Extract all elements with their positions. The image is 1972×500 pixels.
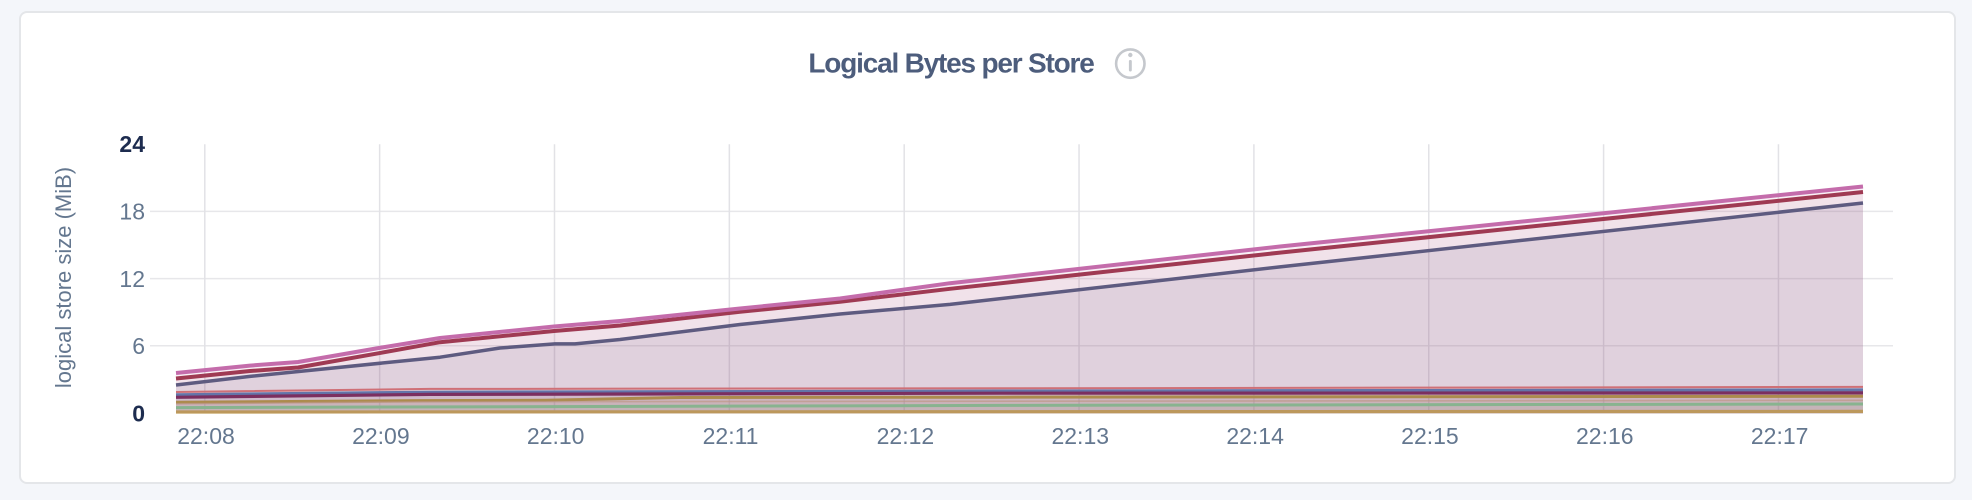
svg-text:6: 6 <box>132 333 145 359</box>
svg-text:22:08: 22:08 <box>177 423 235 449</box>
svg-text:22:13: 22:13 <box>1051 423 1109 449</box>
svg-text:Logical Bytes per Store: Logical Bytes per Store <box>808 48 1094 79</box>
svg-text:22:15: 22:15 <box>1401 423 1459 449</box>
svg-text:22:17: 22:17 <box>1751 423 1809 449</box>
svg-text:22:09: 22:09 <box>352 423 410 449</box>
svg-text:22:12: 22:12 <box>877 423 935 449</box>
svg-text:22:14: 22:14 <box>1226 423 1284 449</box>
svg-text:12: 12 <box>119 266 145 292</box>
svg-text:24: 24 <box>119 131 145 157</box>
svg-text:18: 18 <box>119 199 145 225</box>
svg-text:0: 0 <box>132 400 145 426</box>
svg-text:logical store size (MiB): logical store size (MiB) <box>51 167 76 388</box>
svg-text:22:10: 22:10 <box>527 423 585 449</box>
svg-text:22:16: 22:16 <box>1576 423 1634 449</box>
svg-text:22:11: 22:11 <box>703 423 759 449</box>
